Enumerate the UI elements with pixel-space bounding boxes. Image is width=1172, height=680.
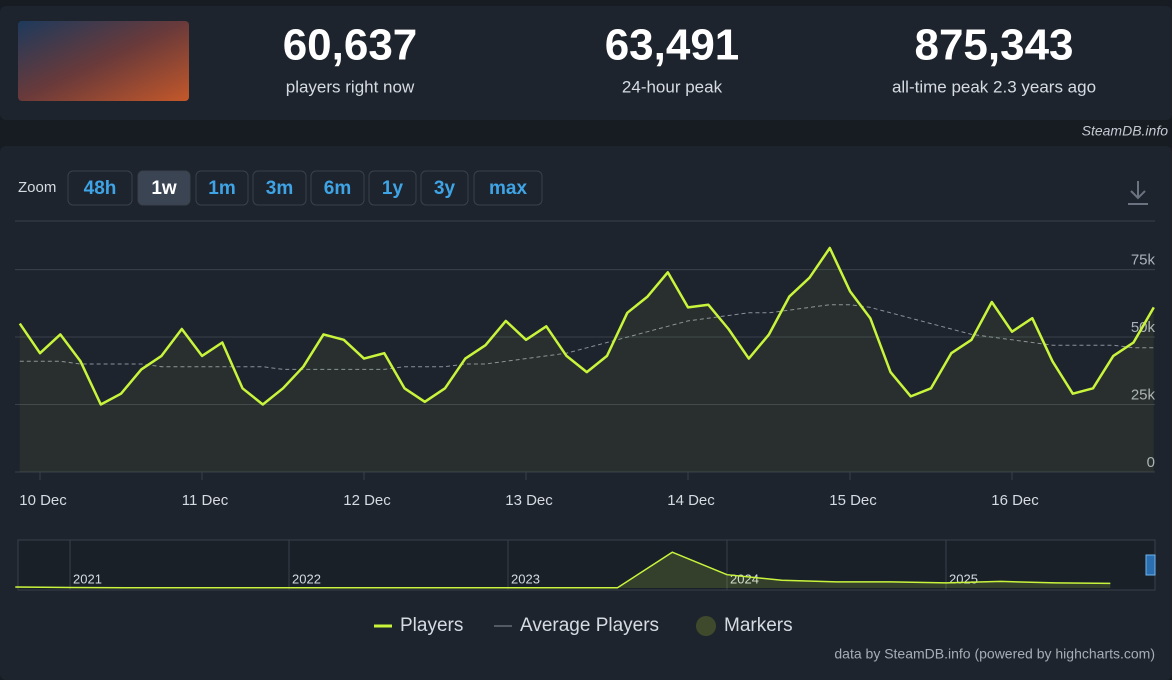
- zoom-label: Zoom: [18, 179, 56, 196]
- zoom-button[interactable]: [420, 170, 469, 206]
- zoom-button[interactable]: [67, 170, 133, 206]
- zoom-button-label[interactable]: 3m: [266, 178, 293, 199]
- legend-label: Players: [400, 615, 463, 636]
- zoom-button[interactable]: [368, 170, 417, 206]
- series-line: [18, 246, 1155, 406]
- zoom-button-label[interactable]: max: [489, 178, 527, 199]
- navigator-label: 2023: [511, 571, 540, 586]
- stat-value: 875,343: [914, 21, 1073, 70]
- header-card: [0, 6, 1172, 120]
- navigator-line: [15, 551, 1111, 589]
- stat-label: all-time peak 2.3 years ago: [892, 77, 1096, 96]
- navigator-handle[interactable]: [1145, 554, 1156, 576]
- zoom-button-label[interactable]: 1w: [151, 178, 177, 199]
- zoom-button-label[interactable]: 3y: [434, 178, 456, 199]
- stat-label: 24-hour peak: [622, 77, 723, 96]
- x-tick-label: 11 Dec: [182, 492, 229, 509]
- players-area: [19, 248, 1154, 472]
- stat-label: players right now: [286, 77, 415, 96]
- y-tick-label: 75k: [1131, 252, 1156, 269]
- y-tick-label: 25k: [1131, 386, 1156, 403]
- credit: data by SteamDB.info (powered by highcha…: [834, 646, 1155, 662]
- y-tick-label: 0: [1147, 454, 1155, 471]
- zoom-button[interactable]: [252, 170, 307, 206]
- navigator-label: 2022: [292, 571, 321, 586]
- watermark: SteamDB.info: [1082, 123, 1169, 139]
- zoom-button[interactable]: [310, 170, 365, 206]
- zoom-button[interactable]: [137, 170, 191, 206]
- x-tick-label: 14 Dec: [667, 492, 715, 509]
- stat-value: 60,637: [283, 21, 418, 70]
- navigator-label: 2021: [73, 571, 102, 586]
- legend-label: Markers: [724, 615, 793, 636]
- x-tick-label: 12 Dec: [343, 492, 391, 509]
- download-icon[interactable]: [1128, 181, 1148, 205]
- zoom-button-label[interactable]: 1m: [208, 178, 235, 199]
- zoom-button-label[interactable]: 48h: [84, 178, 117, 199]
- legend-label: Average Players: [520, 615, 659, 636]
- navigator-area: [15, 552, 1111, 588]
- x-tick-label: 10 Dec: [19, 492, 67, 509]
- series-line: [19, 304, 1154, 370]
- legend-symbol: [696, 616, 716, 636]
- stat-value: 63,491: [605, 21, 740, 70]
- zoom-button[interactable]: [473, 170, 543, 206]
- game-thumbnail[interactable]: [18, 21, 189, 101]
- x-tick-label: 15 Dec: [829, 492, 877, 509]
- zoom-button-label[interactable]: 6m: [324, 178, 351, 199]
- x-tick-label: 16 Dec: [991, 492, 1039, 509]
- zoom-button[interactable]: [195, 170, 249, 206]
- zoom-button-label[interactable]: 1y: [382, 178, 404, 199]
- x-tick-label: 13 Dec: [505, 492, 553, 509]
